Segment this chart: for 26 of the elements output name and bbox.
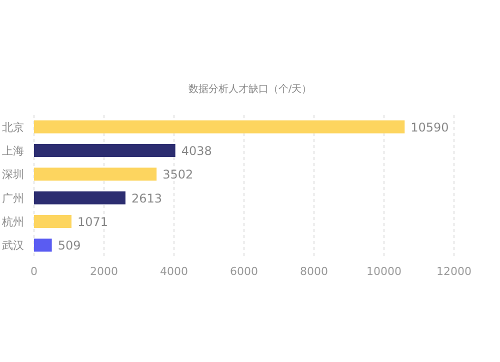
y-tick-label: 杭州 [1,216,24,228]
y-tick-label: 深圳 [2,168,24,182]
bar [34,144,176,157]
x-tick-label: 0 [30,265,38,278]
y-tick-label: 北京 [2,120,24,134]
x-tick-label: 4000 [160,265,188,278]
data-label: 1071 [77,215,108,229]
x-tick-label: 12000 [436,265,472,278]
bar [34,238,52,252]
y-tick-label: 广州 [2,192,24,205]
y-tick-label: 武汉 [2,239,24,252]
x-tick-label: 6000 [230,265,258,278]
bar [34,215,72,228]
y-tick-label: 上海 [2,144,24,158]
x-tick-label: 2000 [90,265,118,278]
data-label: 3502 [162,168,194,182]
data-label: 4038 [181,144,212,158]
bar [34,168,157,181]
x-tick-label: 10000 [366,265,402,278]
bar [34,120,405,134]
data-label: 10590 [410,120,449,134]
x-tick-label: 8000 [300,265,328,278]
bar [34,191,126,204]
data-label: 509 [58,238,81,253]
chart-title: 数据分析人才缺口（个/天） [188,83,312,95]
data-label: 2613 [131,191,162,206]
